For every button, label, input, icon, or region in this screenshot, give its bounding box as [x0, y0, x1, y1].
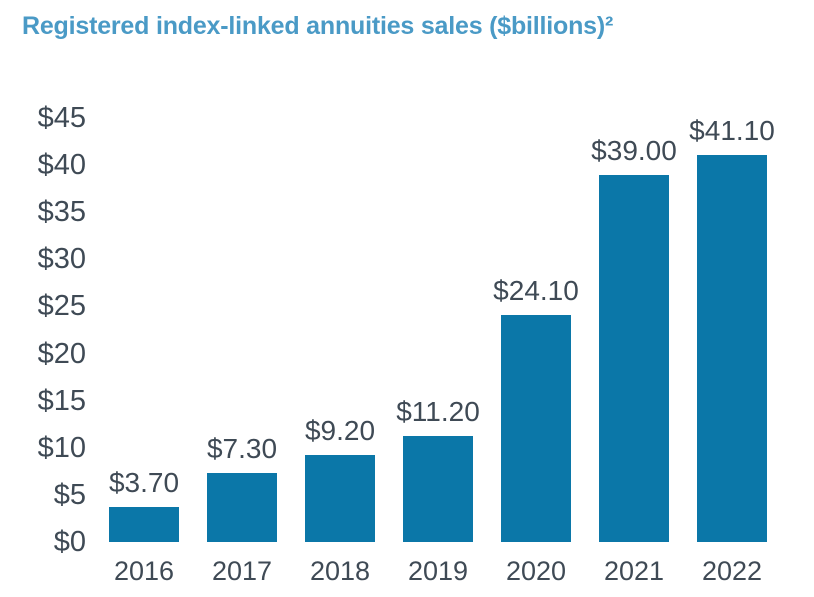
bar-chart: $0 $5 $10 $15 $20 $25 $30 $35 $40 $45 $3.70 2016 $7…	[0, 102, 814, 597]
plot-area: $3.70 2016 $7.30 2017 $9.20 2018 $11.20 2019 $24…	[95, 114, 781, 586]
y-tick-label: $5	[53, 478, 86, 511]
bar-value-label: $7.30	[206, 433, 278, 465]
y-tick-label: $20	[37, 337, 86, 370]
bar	[697, 154, 767, 542]
y-tick-label: $35	[37, 196, 86, 229]
y-tick-label: $30	[37, 243, 86, 276]
x-axis-label: 2016	[113, 556, 175, 586]
bar-value-label: $39.00	[591, 134, 677, 166]
bar-value-label: $3.70	[108, 467, 180, 499]
bar-column: $3.70 2016	[95, 118, 193, 586]
bar-column: $7.30 2017	[193, 118, 291, 586]
x-axis-label: 2019	[407, 556, 469, 586]
y-tick-label: $45	[37, 102, 86, 134]
bar	[599, 174, 669, 542]
bar	[305, 455, 375, 542]
bar-column: $24.10 2020	[487, 118, 585, 586]
y-tick-label: $40	[37, 149, 86, 182]
bar	[501, 314, 571, 542]
x-axis-label: 2022	[701, 556, 763, 586]
bar	[109, 507, 179, 542]
bar-value-label: $11.20	[396, 396, 480, 428]
y-tick-label: $10	[37, 431, 86, 464]
bar-value-label: $41.10	[689, 114, 775, 146]
x-axis-label: 2020	[505, 556, 567, 586]
y-tick-label: $25	[37, 290, 86, 323]
bar-column: $39.00 2021	[585, 118, 683, 586]
bar	[207, 473, 277, 542]
x-axis-label: 2018	[309, 556, 371, 586]
chart-title: Registered index-linked annuities sales …	[22, 12, 614, 40]
bar	[403, 436, 473, 542]
y-tick-label: $15	[37, 384, 86, 417]
bar-value-label: $24.10	[493, 274, 579, 306]
bar-column: $11.20 2019	[389, 118, 487, 586]
y-axis: $0 $5 $10 $15 $20 $25 $30 $35 $40 $45	[0, 102, 86, 558]
y-tick-label: $0	[53, 526, 86, 558]
x-axis-label: 2017	[211, 556, 273, 586]
bar-value-label: $9.20	[304, 415, 376, 447]
bar-column: $41.10 2022	[683, 114, 781, 586]
x-axis-label: 2021	[603, 556, 665, 586]
bar-column: $9.20 2018	[291, 118, 389, 586]
